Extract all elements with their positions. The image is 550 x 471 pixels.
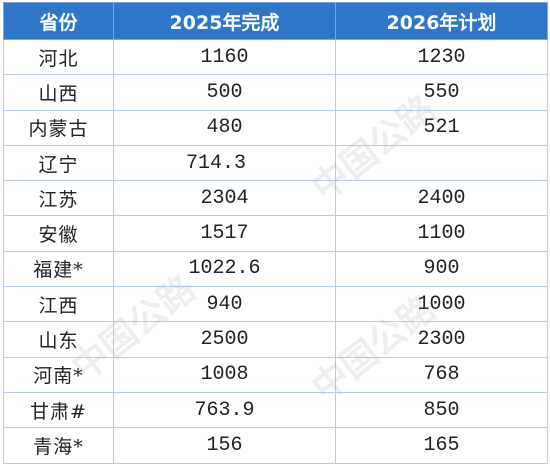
highway-investment-table: 省份 2025年完成 2026年计划 河北 1160 1230 山西 500 5…	[3, 2, 548, 464]
plan-2026-cell	[335, 144, 548, 182]
province-cell: 青海*	[3, 427, 114, 464]
province-cell: 河南*	[3, 356, 114, 393]
plan-2026-cell: 2300	[335, 321, 548, 358]
table-row: 河北 1160 1230	[3, 38, 548, 76]
plan-2026-cell: 1100	[335, 215, 548, 252]
done-2025-cell: 1160	[113, 38, 336, 76]
province-cell: 内蒙古	[3, 109, 114, 146]
province-cell: 福建*	[3, 250, 114, 288]
done-2025-cell: 156	[113, 427, 336, 464]
province-cell: 安徽	[3, 215, 114, 252]
done-2025-cell: 1517	[113, 215, 336, 252]
province-cell: 甘肃#	[3, 391, 114, 429]
table-row: 青海* 156 165	[3, 427, 548, 464]
done-2025-cell: 1022.6	[113, 250, 336, 288]
header-2025-done: 2025年完成	[113, 2, 336, 40]
table-row: 辽宁 714.3	[3, 144, 548, 182]
table-header-row: 省份 2025年完成 2026年计划	[3, 2, 548, 40]
plan-2026-cell: 521	[335, 109, 548, 146]
done-2025-cell: 940	[113, 286, 336, 323]
done-2025-cell: 480	[113, 109, 336, 146]
province-cell: 河北	[3, 38, 114, 76]
plan-2026-cell: 768	[335, 356, 548, 393]
done-2025-cell: 2304	[113, 180, 336, 217]
plan-2026-cell: 165	[335, 427, 548, 464]
done-2025-cell: 714.3	[113, 144, 336, 182]
done-2025-cell: 2500	[113, 321, 336, 358]
table-row: 河南* 1008 768	[3, 356, 548, 393]
plan-2026-cell: 900	[335, 250, 548, 288]
done-2025-cell: 1008	[113, 356, 336, 393]
header-2026-plan: 2026年计划	[335, 2, 548, 40]
table-row: 内蒙古 480 521	[3, 109, 548, 146]
plan-2026-cell: 550	[335, 74, 548, 111]
table-row: 山东 2500 2300	[3, 321, 548, 358]
province-cell: 山东	[3, 321, 114, 358]
province-cell: 山西	[3, 74, 114, 111]
header-province: 省份	[3, 2, 114, 40]
plan-2026-cell: 850	[335, 391, 548, 429]
plan-2026-cell: 1000	[335, 286, 548, 323]
plan-2026-cell: 1230	[335, 38, 548, 76]
table-row: 福建* 1022.6 900	[3, 250, 548, 288]
done-2025-cell: 500	[113, 74, 336, 111]
table-row: 江苏 2304 2400	[3, 180, 548, 217]
province-cell: 江苏	[3, 180, 114, 217]
table-row: 安徽 1517 1100	[3, 215, 548, 252]
table-row: 江西 940 1000	[3, 286, 548, 323]
plan-2026-cell: 2400	[335, 180, 548, 217]
table-row: 甘肃# 763.9 850	[3, 391, 548, 429]
table-row: 山西 500 550	[3, 74, 548, 111]
done-2025-cell: 763.9	[113, 391, 336, 429]
province-cell: 辽宁	[3, 144, 114, 182]
province-cell: 江西	[3, 286, 114, 323]
